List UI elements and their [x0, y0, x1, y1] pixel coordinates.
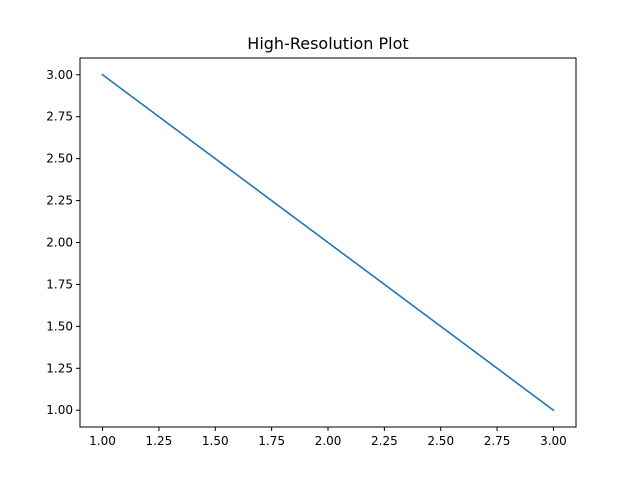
y-tick-label: 1.50	[46, 319, 73, 333]
x-tick-label: 1.50	[202, 434, 229, 448]
chart-title: High-Resolution Plot	[247, 34, 408, 53]
x-tick-label: 3.00	[540, 434, 567, 448]
x-axis: 1.00 1.25 1.50 1.75 2.00 2.25 2.50 2.75 3.00	[89, 427, 567, 448]
x-tick-label: 2.75	[484, 434, 511, 448]
x-tick-label: 1.00	[89, 434, 116, 448]
y-tick-label: 2.50	[46, 152, 73, 166]
y-tick-label: 2.25	[46, 194, 73, 208]
x-tick-label: 1.25	[146, 434, 173, 448]
series-layer	[101, 73, 555, 412]
y-axis: 1.00 1.25 1.50 1.75 2.00 2.25 2.50 2.75 3.00	[46, 68, 80, 417]
series-line	[101, 73, 555, 412]
x-tick-label: 1.75	[258, 434, 285, 448]
y-tick-label: 2.75	[46, 110, 73, 124]
x-tick-label: 2.25	[371, 434, 398, 448]
y-tick-label: 1.00	[46, 403, 73, 417]
y-tick-label: 1.75	[46, 277, 73, 291]
y-tick-label: 2.00	[46, 236, 73, 250]
y-tick-label: 1.25	[46, 361, 73, 375]
x-tick-label: 2.50	[427, 434, 454, 448]
x-tick-label: 2.00	[315, 434, 342, 448]
y-tick-label: 3.00	[46, 68, 73, 82]
